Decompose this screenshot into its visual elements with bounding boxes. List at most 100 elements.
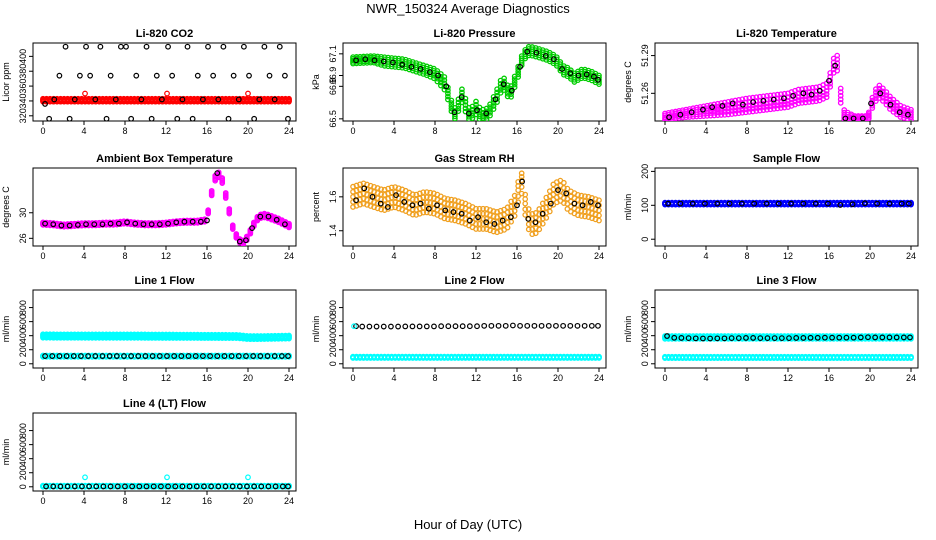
data-point	[143, 43, 150, 50]
data-point	[861, 200, 868, 207]
data-point	[742, 95, 749, 102]
series-all	[350, 43, 602, 121]
data-point	[409, 323, 416, 330]
plot-area	[662, 333, 914, 362]
data-point	[377, 200, 384, 207]
data-point	[721, 108, 728, 115]
y-tick-label: 1.6	[328, 191, 338, 204]
data-point	[189, 115, 196, 121]
data-point	[816, 87, 823, 94]
data-point	[462, 102, 469, 108]
data-point	[588, 322, 595, 329]
y-tick-label: 0	[18, 361, 28, 366]
x-tick-label: 12	[161, 496, 171, 506]
data-point	[774, 102, 781, 109]
data-point	[186, 483, 193, 490]
y-tick-label: 200	[640, 164, 650, 179]
x-tick-label: 16	[512, 373, 522, 383]
plot-area	[662, 52, 914, 121]
data-point	[228, 353, 235, 359]
data-point	[837, 85, 844, 92]
x-tick-label: 16	[824, 373, 834, 383]
data-point	[595, 202, 601, 209]
data-point	[751, 200, 758, 207]
data-point	[711, 109, 718, 116]
x-tick-label: 20	[243, 496, 253, 506]
data-point	[500, 81, 507, 88]
data-point	[843, 334, 850, 341]
data-point	[245, 474, 251, 481]
data-point	[483, 110, 490, 117]
data-point	[774, 91, 781, 98]
data-point	[481, 322, 488, 329]
data-point	[233, 231, 240, 237]
data-point	[689, 200, 696, 207]
data-point	[721, 102, 728, 109]
data-point	[567, 322, 574, 329]
data-point	[781, 104, 788, 111]
data-point	[757, 93, 763, 100]
series-upper	[40, 331, 292, 343]
data-point	[465, 110, 472, 117]
series-averages	[42, 170, 288, 245]
data-point	[507, 214, 514, 221]
data-point	[511, 202, 518, 209]
data-point	[78, 353, 84, 359]
plot-area	[40, 43, 292, 121]
data-point	[732, 104, 739, 111]
data-point	[511, 192, 518, 199]
data-point	[448, 201, 455, 208]
data-point	[189, 218, 196, 225]
x-tick-label: 8	[432, 373, 437, 383]
data-point	[575, 197, 581, 203]
x-tick-label: 4	[703, 373, 708, 383]
data-point	[886, 200, 893, 207]
data-point	[416, 323, 423, 330]
data-point	[522, 191, 529, 198]
data-point	[122, 483, 128, 490]
x-tick-label: 8	[744, 251, 749, 261]
data-point	[136, 483, 143, 490]
data-point	[445, 90, 451, 97]
data-point	[112, 96, 119, 103]
y-tick-label: 200	[328, 342, 338, 357]
data-point	[700, 106, 706, 113]
series-cyan-near-line	[351, 323, 357, 330]
data-point	[721, 111, 728, 118]
data-point	[222, 190, 229, 196]
data-point	[799, 100, 805, 106]
data-point	[518, 190, 525, 197]
data-point	[445, 323, 452, 330]
data-point	[473, 226, 479, 232]
data-point	[865, 109, 872, 116]
x-tick-label: 24	[906, 251, 916, 261]
data-point	[543, 215, 550, 221]
data-point	[563, 190, 570, 197]
plot-area	[662, 199, 914, 208]
data-point	[539, 210, 546, 217]
data-point	[578, 192, 585, 199]
data-point	[359, 323, 366, 330]
data-point	[121, 353, 127, 359]
x-tick-label: 16	[512, 251, 522, 261]
chart-title: Line 2 Flow	[445, 275, 505, 287]
data-point	[165, 220, 171, 227]
data-point	[249, 225, 256, 231]
data-point	[474, 323, 480, 330]
x-tick-label: 12	[161, 126, 171, 136]
data-point	[887, 93, 893, 100]
data-point	[887, 96, 893, 103]
data-point	[545, 322, 552, 329]
data-point	[832, 62, 839, 69]
chart-title: Li-820 Temperature	[736, 28, 837, 40]
data-point	[525, 206, 532, 212]
data-point	[497, 89, 504, 96]
data-point	[205, 207, 212, 213]
data-point	[488, 322, 495, 329]
data-point	[62, 43, 69, 50]
data-point	[438, 73, 444, 80]
data-point	[767, 106, 774, 113]
plot-frame	[654, 289, 919, 369]
